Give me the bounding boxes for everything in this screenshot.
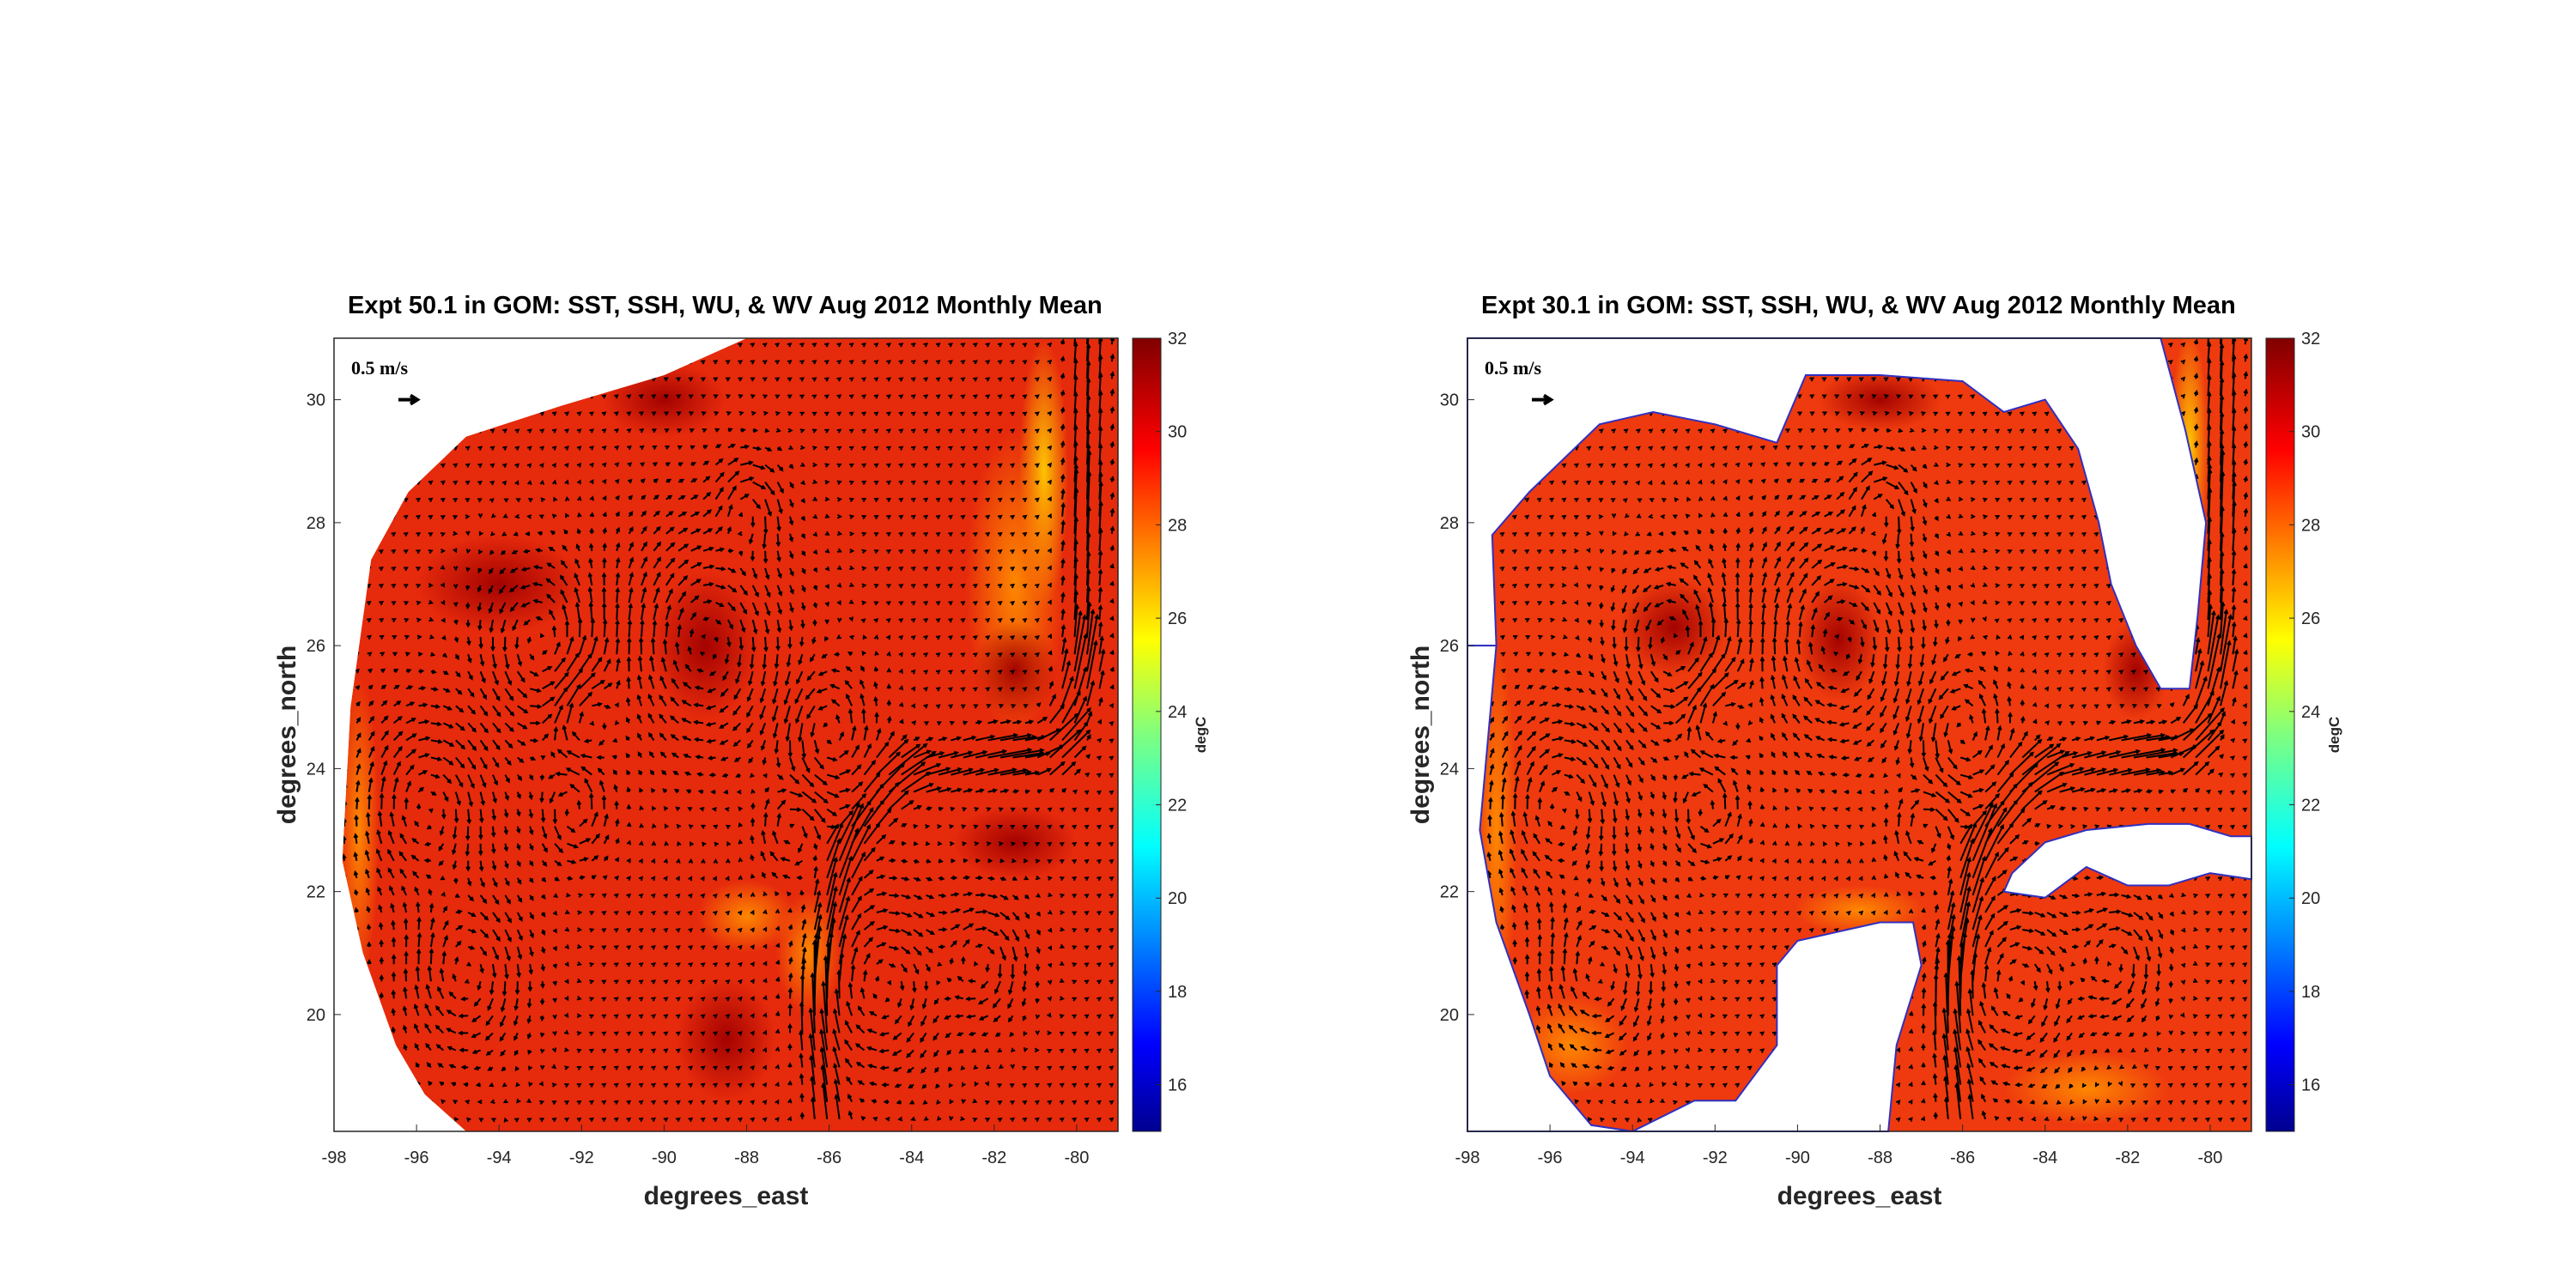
axes-frame <box>1467 337 2252 1132</box>
y-tick-label: 30 <box>307 391 325 410</box>
y-tick-label: 26 <box>307 637 325 656</box>
y-tick-label: 22 <box>1440 883 1459 902</box>
x-axis-label: degrees_east <box>1777 1182 1942 1210</box>
land-mask <box>334 860 466 1131</box>
colorbar-tick-label: 26 <box>2301 609 2320 628</box>
colorbar-tick-label: 24 <box>2301 703 2320 722</box>
y-tick-label: 20 <box>307 1006 325 1025</box>
y-tick-label: 22 <box>307 883 325 902</box>
reference-vector-label: 0.5 m/s <box>351 357 408 379</box>
y-tick-label: 28 <box>1440 514 1459 533</box>
colorbar-tick-label: 22 <box>2301 797 2320 815</box>
colorbar-tick-label: 30 <box>1168 423 1187 442</box>
x-tick-label: -84 <box>899 1149 924 1167</box>
x-tick-label: -94 <box>487 1149 512 1167</box>
colorbar-tick-label: 26 <box>1168 609 1187 628</box>
right-map-panel: Expt 30.1 in GOM: SST, SSH, WU, & WV Aug… <box>1133 0 2342 1273</box>
y-tick-label: 20 <box>1440 1006 1459 1025</box>
y-tick-label: 26 <box>1440 637 1459 656</box>
x-tick-label: -98 <box>322 1149 347 1167</box>
x-tick-label: -84 <box>2032 1149 2057 1167</box>
x-tick-label: -82 <box>2115 1149 2140 1167</box>
sst-anomaly <box>1797 578 1880 701</box>
x-tick-label: -94 <box>1620 1149 1645 1167</box>
sst-anomaly <box>676 977 776 1101</box>
colorbar-label: degC <box>1193 717 1209 754</box>
sst-anomaly <box>652 572 759 720</box>
x-tick-label: -82 <box>981 1149 1006 1167</box>
x-tick-label: -90 <box>652 1149 677 1167</box>
y-tick-label: 28 <box>307 514 325 533</box>
colorbar <box>2265 337 2295 1132</box>
sst-anomaly <box>2003 1051 2169 1125</box>
y-tick-label: 24 <box>307 760 325 779</box>
x-tick-label: -86 <box>1950 1149 1975 1167</box>
colorbar-tick-label: 30 <box>2301 423 2320 442</box>
x-tick-label: -90 <box>1785 1149 1810 1167</box>
x-tick-label: -92 <box>1703 1149 1728 1167</box>
x-tick-label: -92 <box>569 1149 594 1167</box>
land-mask <box>1467 337 2208 690</box>
colorbar-label: degC <box>2326 717 2342 754</box>
colorbar-tick-label: 28 <box>2301 516 2320 535</box>
sst-anomaly <box>973 621 1056 720</box>
colorbar-tick-label: 24 <box>1168 703 1187 722</box>
colorbar-tick-label: 16 <box>2301 1076 2320 1095</box>
x-axis-label: degrees_east <box>644 1182 809 1210</box>
sst-anomaly <box>416 535 582 633</box>
sst-anomaly <box>952 805 1077 880</box>
reference-vector-label: 0.5 m/s <box>1485 357 1541 379</box>
sst-anomaly <box>696 879 797 954</box>
colorbar-tick-label: 32 <box>2301 330 2320 349</box>
x-tick-label: -88 <box>734 1149 759 1167</box>
x-tick-label: -96 <box>1538 1149 1563 1167</box>
x-tick-label: -80 <box>2197 1149 2222 1167</box>
x-tick-label: -96 <box>404 1149 429 1167</box>
reference-vector-arrow <box>1532 393 1554 406</box>
colorbar-tick-label: 32 <box>1168 330 1187 349</box>
land-mask <box>334 338 747 861</box>
map-plot: -98 -96 -94 -92 -90 -88 -86 -84 -82 -80 20 22 24 26 28… <box>1406 308 2342 1210</box>
x-tick-label: -86 <box>817 1149 841 1167</box>
chart-title: Expt 30.1 in GOM: SST, SSH, WU, & WV Aug… <box>1481 292 2236 319</box>
colorbar <box>1132 337 1162 1132</box>
colorbar-tick-label: 20 <box>2301 889 2320 908</box>
colorbar-tick-label: 18 <box>1168 983 1187 1002</box>
land-mask <box>1631 921 1923 1132</box>
colorbar-tick-label: 20 <box>1168 889 1187 908</box>
x-tick-label: -80 <box>1064 1149 1089 1167</box>
colorbar-tick-label: 22 <box>1168 797 1187 815</box>
y-axis-label: degrees_north <box>1406 646 1435 824</box>
reference-vector-arrow <box>398 393 421 406</box>
axes-frame <box>333 337 1119 1132</box>
colorbar-tick-label: 28 <box>1168 516 1187 535</box>
chart-title: Expt 50.1 in GOM: SST, SSH, WU, & WV Aug… <box>348 292 1103 319</box>
y-tick-label: 30 <box>1440 391 1459 410</box>
y-tick-label: 24 <box>1440 760 1459 779</box>
colorbar-tick-label: 18 <box>2301 983 2320 1002</box>
map-plot: -98 -96 -94 -92 -90 -88 -86 -84 -82 -80 20 22 24 26 28… <box>273 308 1209 1210</box>
y-axis-label: degrees_north <box>273 646 301 824</box>
x-tick-label: -88 <box>1868 1149 1893 1167</box>
left-map-panel: Expt 50.1 in GOM: SST, SSH, WU, & WV Aug… <box>0 0 1209 1273</box>
colorbar-tick-label: 16 <box>1168 1076 1187 1095</box>
x-tick-label: -98 <box>1455 1149 1480 1167</box>
